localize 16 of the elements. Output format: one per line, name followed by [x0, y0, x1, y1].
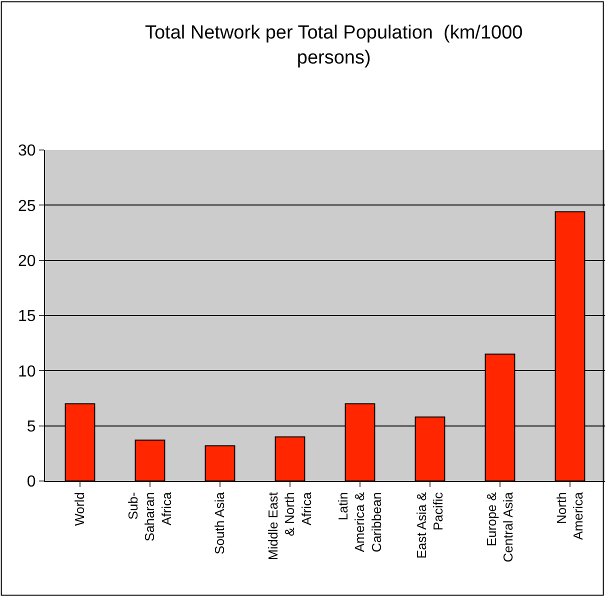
y-tick-label: 5: [26, 418, 36, 436]
y-tick-label: 15: [18, 308, 36, 326]
x-tick-label: North America: [554, 491, 586, 540]
y-tick-label: 0: [26, 474, 36, 491]
x-tick-label: Middle East & North Africa: [265, 491, 314, 560]
chart-title: Total Network per Total Population (km/1000 persons): [144, 22, 523, 68]
x-tick-label: South Asia: [212, 491, 228, 554]
x-tick-label: Europe & Central Asia: [484, 491, 516, 562]
y-tick-label: 10: [18, 363, 36, 380]
x-tick-label: Sub- Saharan Africa: [125, 491, 174, 542]
y-tick-label: 25: [18, 198, 36, 215]
y-tick-label: 30: [18, 142, 36, 160]
x-tick-label: Latin America & Caribbean: [335, 492, 384, 552]
x-tick-label: East Asia & Pacific: [414, 492, 446, 559]
x-tick-label: World: [72, 492, 88, 526]
y-tick-label: 20: [18, 252, 36, 270]
